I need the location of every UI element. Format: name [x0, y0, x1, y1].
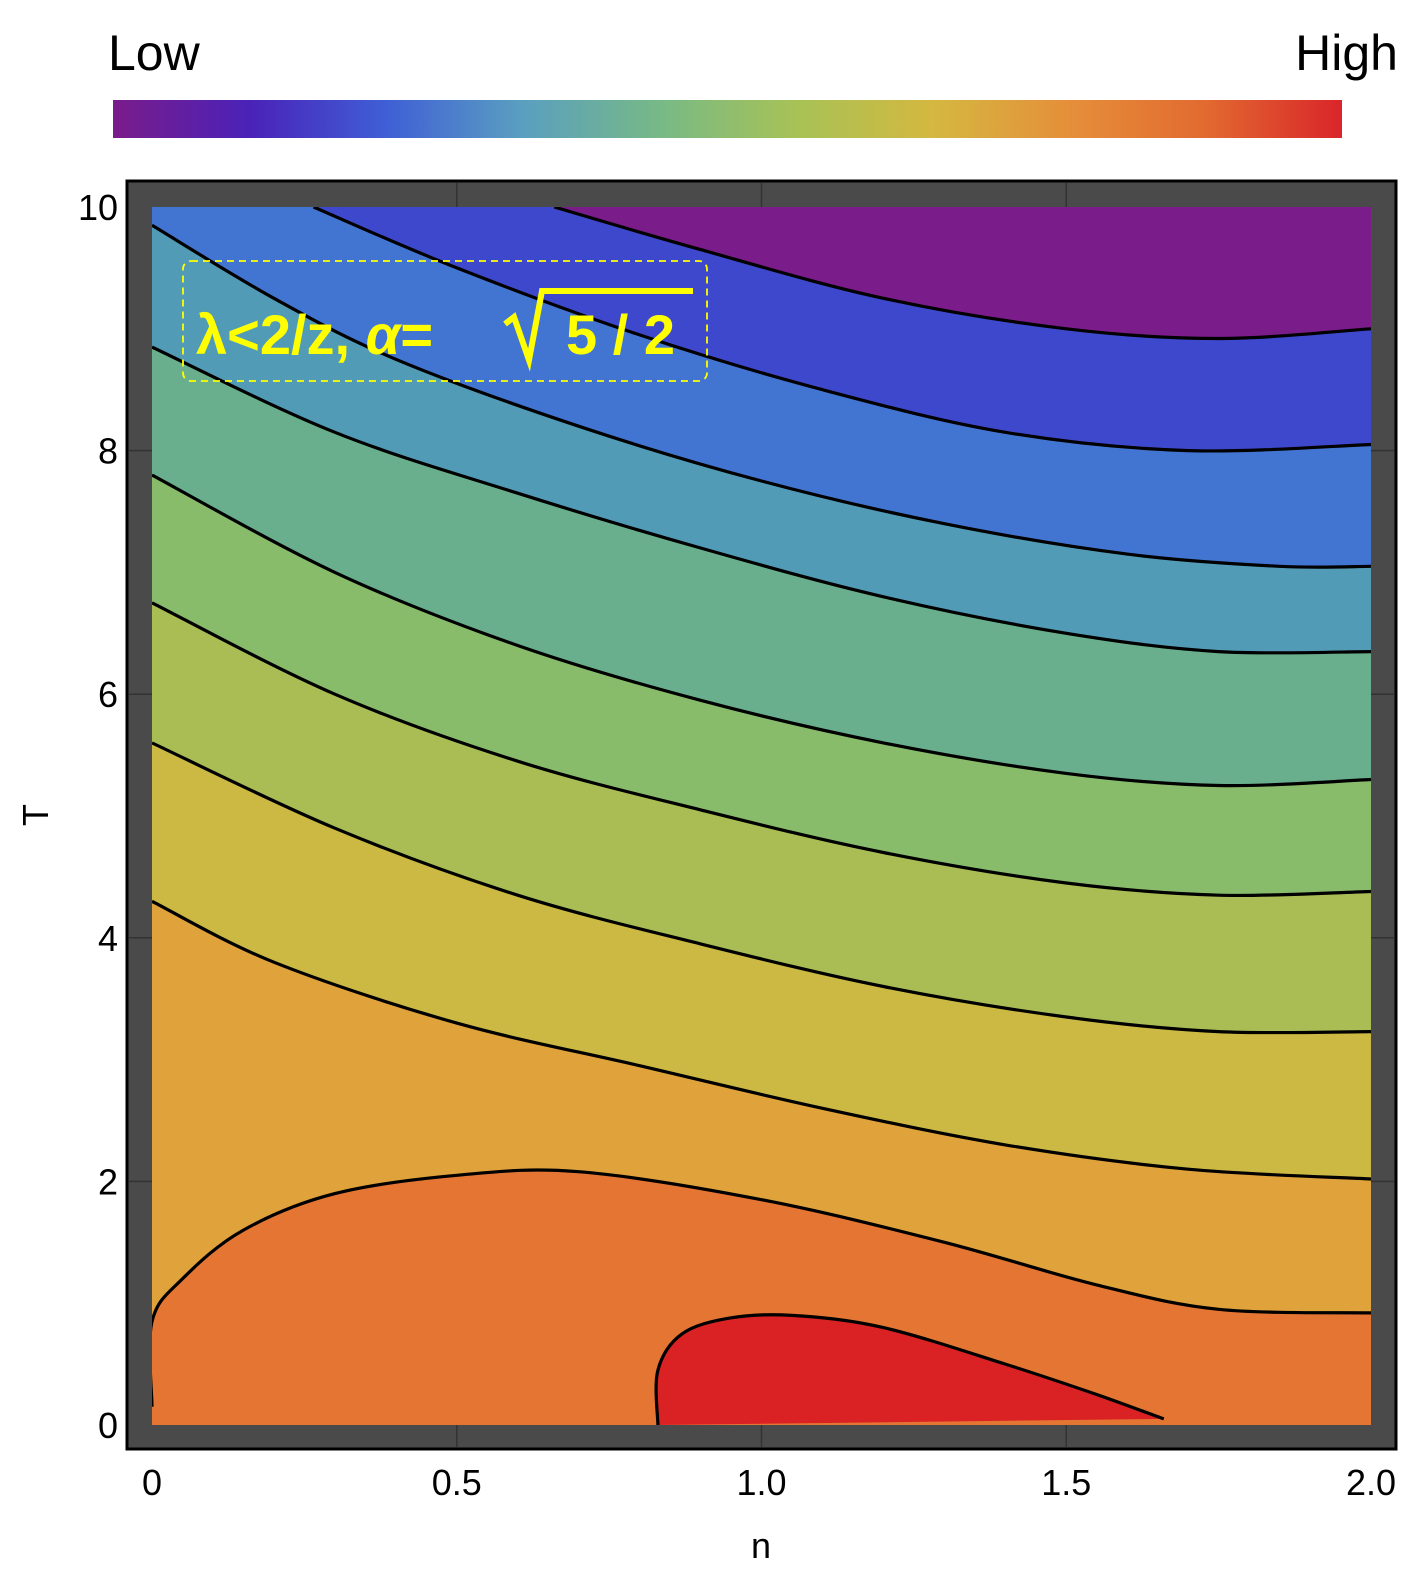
sqrt-sign-icon [503, 288, 693, 372]
y-tick-label: 2 [98, 1161, 118, 1202]
annotation-frame [182, 260, 708, 382]
contour-10 [654, 1313, 1165, 1425]
axis-ticks: 0 0.5 1.0 1.5 2.0 0 2 4 6 8 10 [78, 187, 1396, 1503]
contour-2 [312, 207, 1371, 453]
contour-7 [152, 741, 1371, 1035]
y-axis-label: T [15, 804, 56, 826]
x-tick-label: 1.0 [736, 1462, 786, 1503]
contour-region-9 [152, 1170, 1371, 1425]
annotation-box: λ<2/z, α= 5 / 2 [182, 260, 708, 382]
contour-8 [152, 899, 1371, 1181]
y-tick-label: 10 [78, 187, 118, 228]
contour-9 [152, 1168, 1371, 1407]
colorbar-gradient [113, 100, 1342, 138]
x-tick-label: 1.5 [1041, 1462, 1091, 1503]
x-tick-label: 2.0 [1346, 1462, 1396, 1503]
y-tick-label: 8 [98, 431, 118, 472]
contour-5 [152, 473, 1371, 788]
colorbar: Low High [108, 25, 1398, 138]
contour-4 [152, 345, 1371, 655]
colorbar-high-label: High [1295, 25, 1398, 81]
y-tick-label: 6 [98, 674, 118, 715]
annotation-radicand: 5 / 2 [566, 303, 675, 366]
annotation-prefix: λ<2/z, [196, 303, 366, 366]
x-tick-label: 0.5 [432, 1462, 482, 1503]
colorbar-low-label: Low [108, 25, 201, 81]
x-tick-label: 0 [142, 1462, 162, 1503]
annotation-text: λ<2/z, α= [196, 303, 433, 366]
contour-region-10 [656, 1314, 1164, 1425]
contour-1 [553, 207, 1371, 341]
y-tick-label: 4 [98, 918, 118, 959]
contour-lines [152, 207, 1371, 1425]
annotation-equals: = [400, 303, 433, 366]
y-tick-label: 0 [98, 1405, 118, 1446]
contour-3 [152, 223, 1371, 569]
x-axis-label: n [751, 1525, 771, 1566]
plot-area [152, 207, 1371, 1425]
contour-6 [152, 601, 1371, 898]
annotation-alpha: α [366, 303, 403, 366]
contour-regions [152, 207, 1371, 1425]
